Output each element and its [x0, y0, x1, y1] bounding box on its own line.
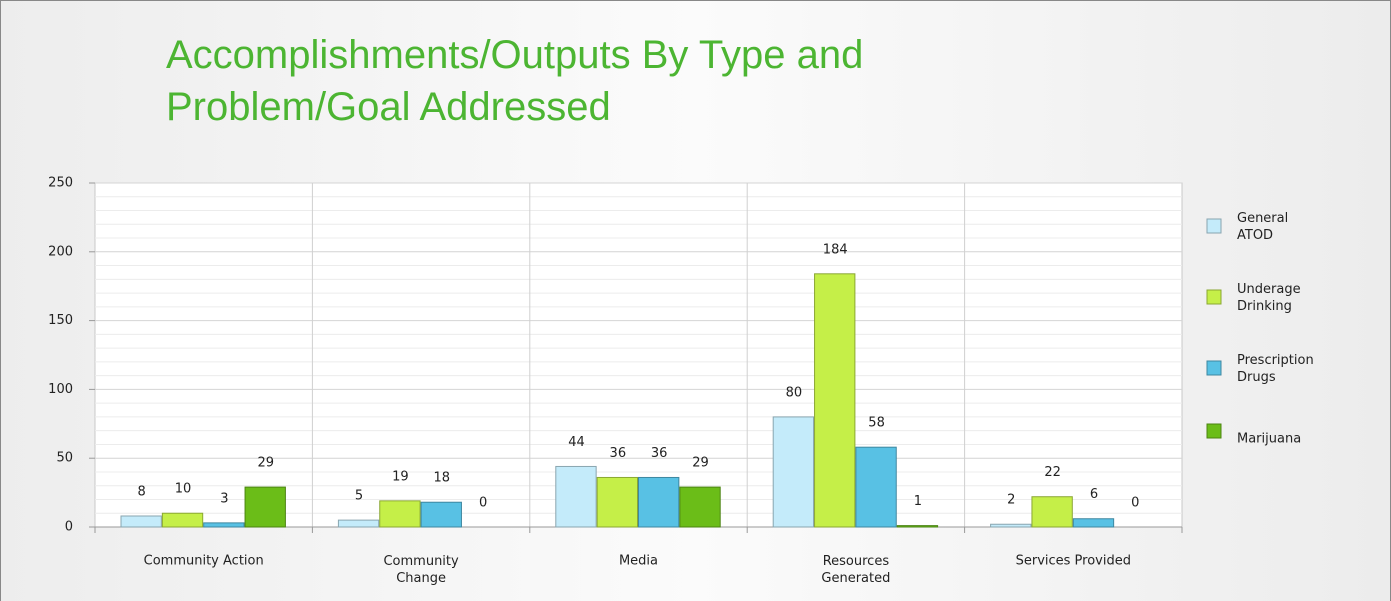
value-label: 22 [1044, 465, 1061, 480]
value-label: 10 [175, 482, 192, 497]
value-label: 36 [610, 446, 627, 461]
value-label: 3 [220, 491, 228, 506]
text-line: ATOD [1237, 228, 1273, 243]
value-label: 6 [1090, 487, 1098, 502]
plot-area [94, 182, 1183, 528]
value-label: 36 [651, 446, 668, 461]
text-line: Prescription [1237, 353, 1314, 368]
bar [161, 512, 204, 528]
bar [1072, 518, 1115, 528]
legend-label: Underage Drinking [1237, 282, 1301, 314]
text-line: Accomplishments/Outputs By Type and [166, 33, 863, 77]
value-label: 0 [1131, 496, 1139, 511]
bar [555, 465, 597, 528]
text-line: Drinking [1237, 299, 1292, 314]
chart-title: Accomplishments/Outputs By Type and Probl… [166, 33, 863, 129]
text-line: Underage [1237, 282, 1301, 297]
value-label: 1 [914, 494, 922, 509]
bar [244, 486, 286, 528]
legend-label: General ATOD [1237, 211, 1288, 243]
y-tick-label: 200 [48, 244, 73, 259]
y-tick-label: 50 [56, 451, 73, 466]
value-label: 2 [1007, 493, 1015, 508]
x-tick-label: Resources Generated [821, 554, 890, 586]
value-label: 8 [138, 484, 146, 499]
text-line: Generated [821, 571, 890, 586]
legend-label: Marijuana [1237, 432, 1301, 447]
y-tick-label: 100 [48, 382, 73, 397]
y-tick-label: 150 [48, 313, 73, 328]
y-tick-label: 250 [48, 176, 73, 191]
value-label: 44 [568, 435, 585, 450]
value-label: 29 [257, 456, 274, 471]
text-line: Resources [823, 554, 890, 569]
bar [1031, 496, 1073, 528]
bar [679, 486, 721, 528]
x-tick-label: Community Action [144, 554, 264, 569]
bar [203, 522, 245, 528]
x-tick-label: Media [619, 554, 658, 569]
bar [772, 416, 815, 528]
bar [337, 519, 380, 528]
text-line: General [1237, 211, 1288, 226]
value-label: 184 [823, 242, 848, 257]
value-label: 18 [434, 471, 451, 486]
text-line: Change [396, 571, 446, 586]
x-tick-label: Services Provided [1016, 554, 1131, 569]
legend-label: Prescription Drugs [1237, 353, 1314, 385]
legend-swatch [1206, 289, 1222, 305]
text-line: Problem/Goal Addressed [166, 85, 611, 129]
legend-swatch [1206, 360, 1222, 376]
bar [896, 525, 939, 528]
text-line: Community [383, 554, 459, 569]
value-label: 5 [355, 489, 363, 504]
value-label: 19 [392, 469, 409, 484]
value-label: 58 [868, 416, 885, 431]
x-tick-label: Community Change [383, 554, 459, 586]
legend-swatch [1206, 218, 1222, 234]
value-label: 80 [786, 385, 803, 400]
bar [379, 500, 421, 528]
value-label: 29 [692, 456, 709, 471]
bar [814, 273, 856, 528]
bar [638, 476, 680, 528]
value-label: 0 [479, 496, 487, 511]
legend-swatch [1206, 423, 1222, 439]
y-tick-label: 0 [65, 520, 73, 535]
text-line: Drugs [1237, 370, 1276, 385]
bar [596, 476, 639, 528]
bar [990, 523, 1032, 528]
bar [420, 501, 462, 528]
bar [120, 515, 162, 528]
bar [855, 446, 897, 528]
